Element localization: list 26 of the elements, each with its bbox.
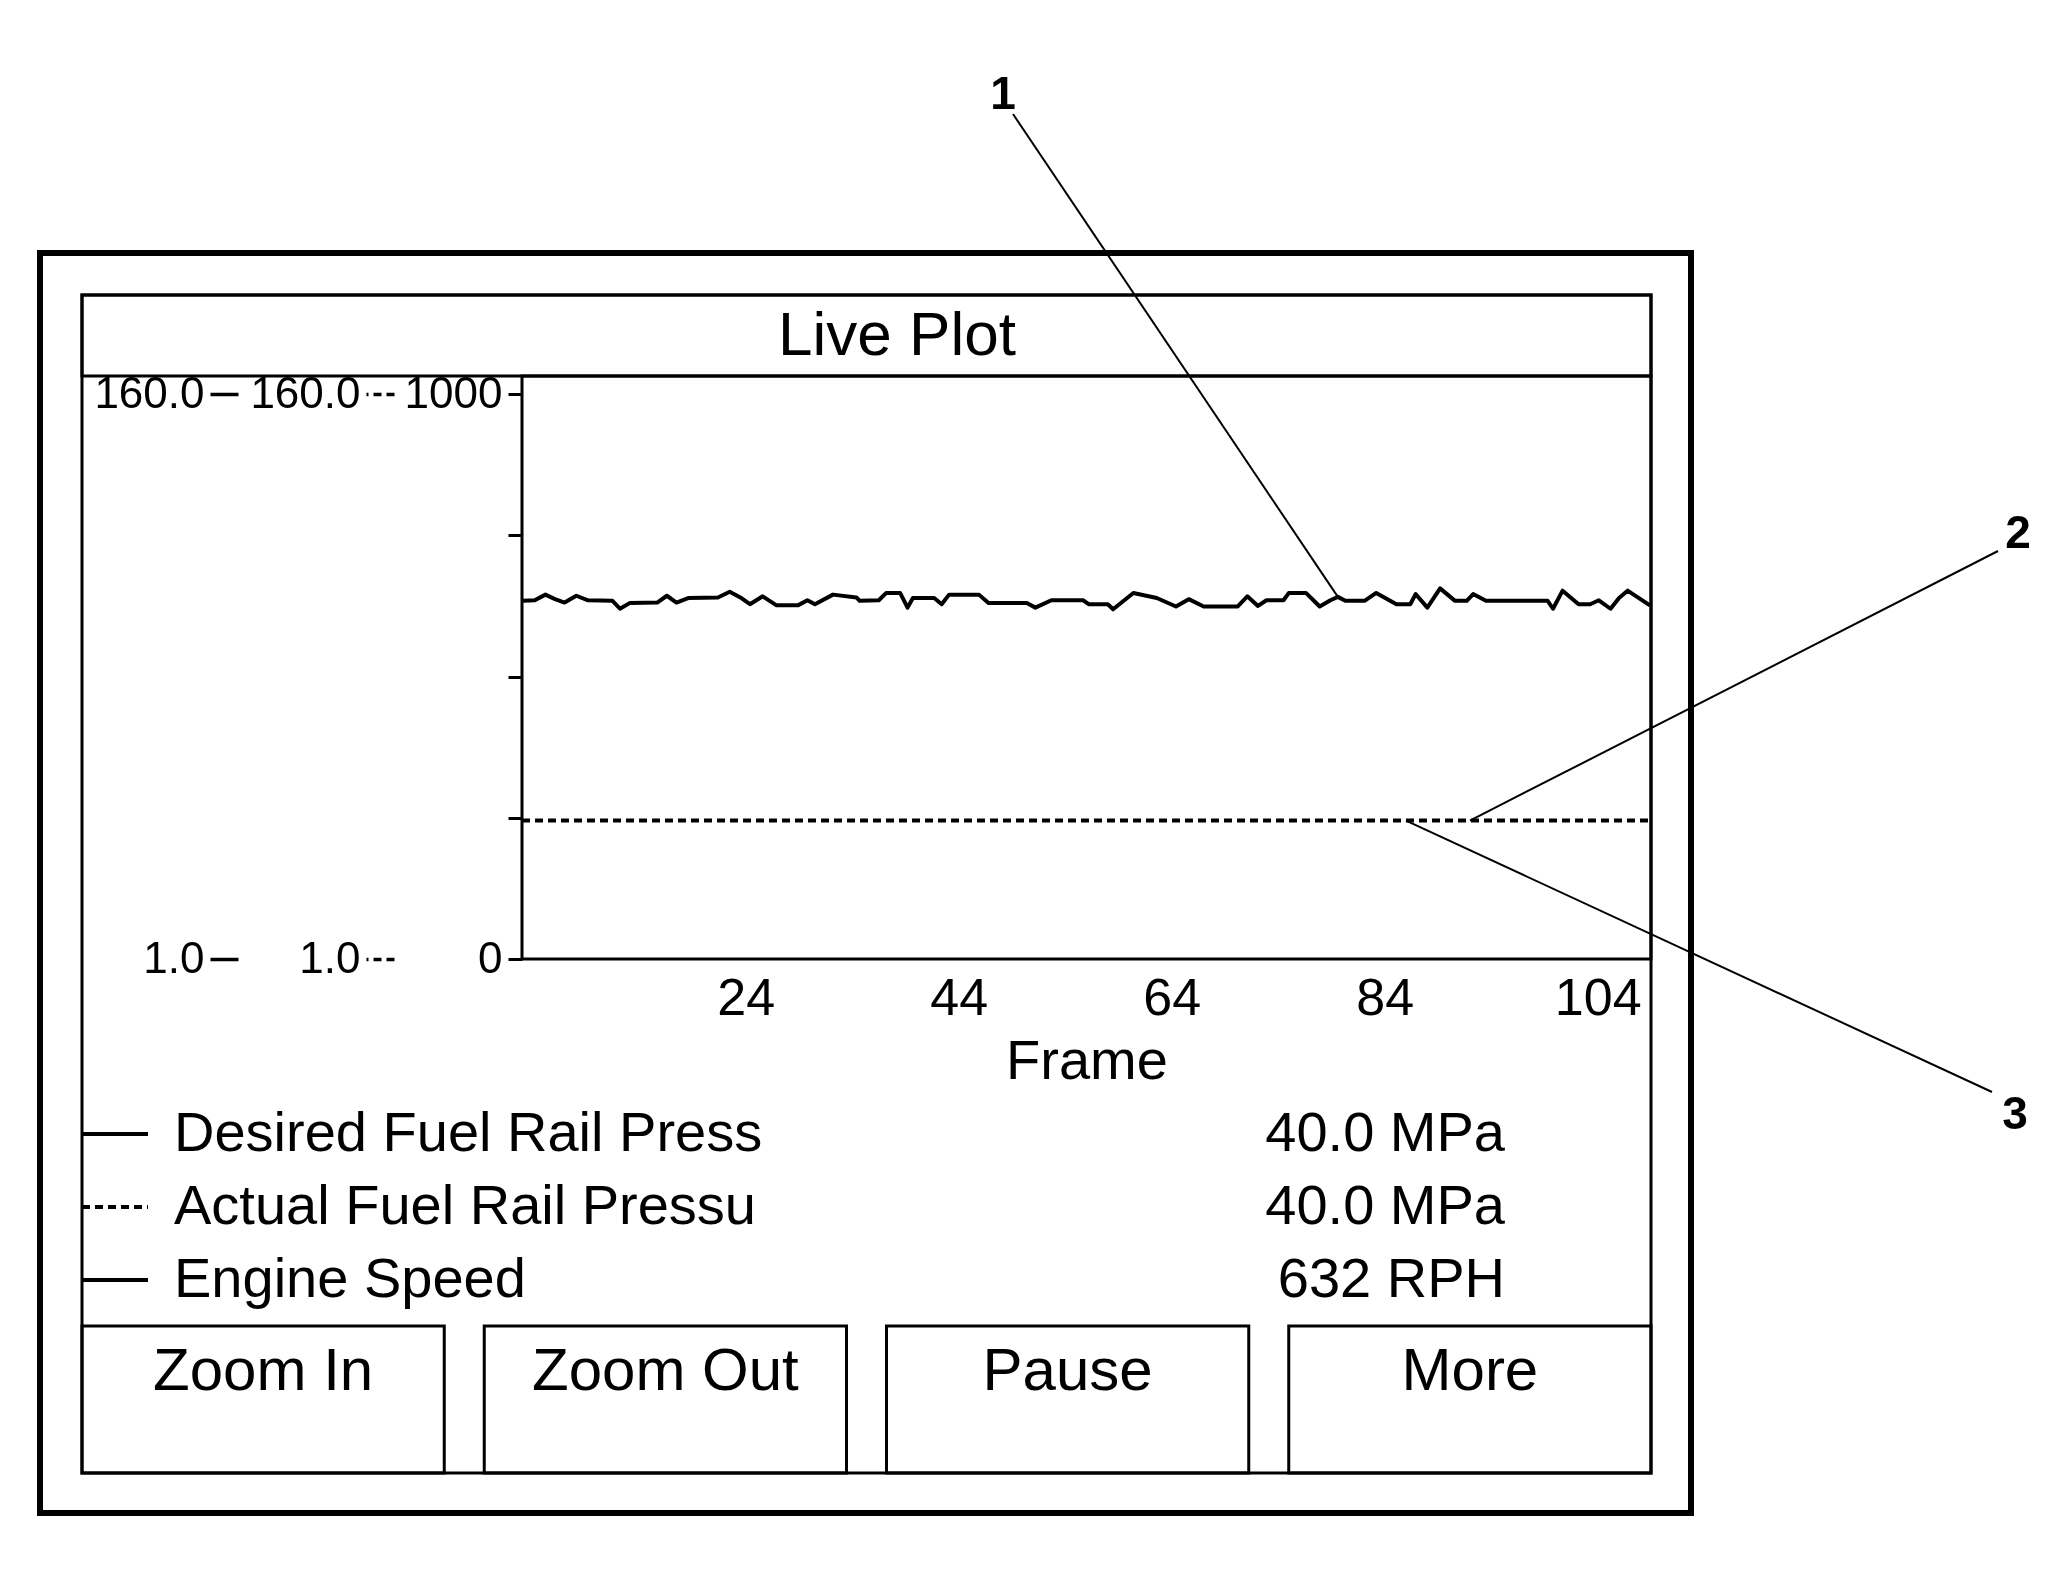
x-tick-label: 24 <box>717 967 776 1026</box>
text: Zoom Out <box>532 1336 800 1403</box>
legend-label: Actual Fuel Rail Pressu <box>174 1173 757 1236</box>
x-axis-title: Frame <box>1006 1027 1168 1091</box>
x-tick-label: 44 <box>930 967 989 1026</box>
legend-label: Engine Speed <box>174 1246 526 1309</box>
text: Zoom In <box>153 1336 374 1403</box>
chart-title: Live Plot <box>778 299 1016 368</box>
x-tick-label: 104 <box>1554 967 1642 1026</box>
legend-label: Desired Fuel Rail Press <box>174 1100 763 1163</box>
annotation: 2 <box>2005 506 2031 558</box>
text: 40.0 MPa <box>1265 1173 1506 1236</box>
y-tick-label: 0 <box>478 932 503 982</box>
y-tick-label: 1000 <box>404 367 503 417</box>
y2-tick-label: 160.0 <box>250 367 361 417</box>
y3-tick-label: 1.0 <box>143 932 205 982</box>
annotation: 3 <box>2002 1087 2028 1139</box>
annotation: 1 <box>990 67 1016 119</box>
text: 40.0 MPa <box>1265 1100 1506 1163</box>
x-tick-label: 84 <box>1356 967 1415 1026</box>
y3-tick-label: 160.0 <box>94 367 205 417</box>
text: 632 RPH <box>1277 1246 1505 1309</box>
text: Pause <box>982 1336 1153 1403</box>
text: More <box>1401 1336 1539 1403</box>
x-tick-label: 64 <box>1143 967 1202 1026</box>
y2-tick-label: 1.0 <box>299 932 361 982</box>
